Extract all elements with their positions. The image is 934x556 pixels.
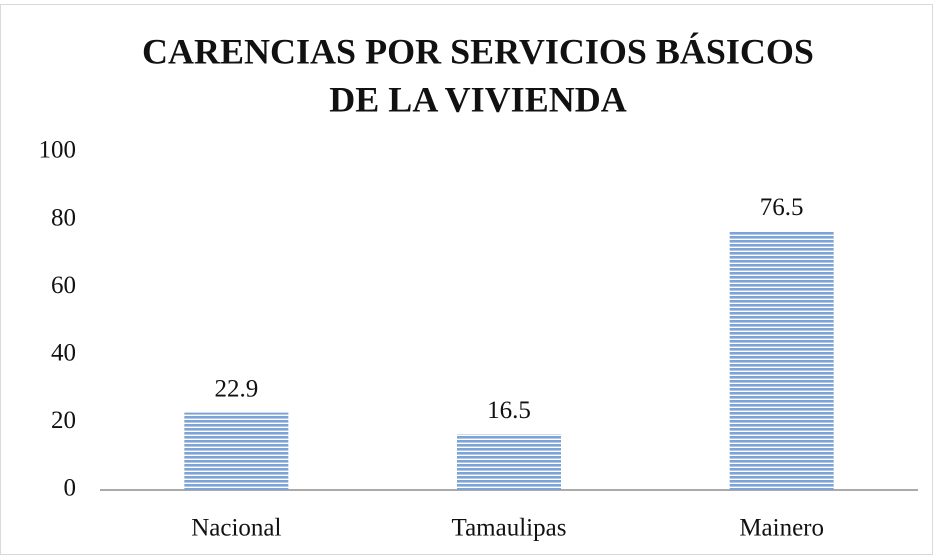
bar: [729, 231, 834, 490]
data-label: 22.9: [214, 375, 258, 402]
x-tick-label: Nacional: [191, 515, 281, 542]
chart-frame: [0, 4, 933, 555]
bar: [457, 434, 561, 490]
y-tick-label: 40: [51, 340, 76, 367]
bar: [184, 412, 289, 490]
y-tick-label: 0: [64, 475, 77, 502]
y-tick-label: 100: [39, 137, 77, 164]
chart-title: DE LA VIVIENDA: [329, 79, 626, 119]
data-label: 16.5: [487, 397, 531, 424]
y-tick-label: 80: [51, 204, 76, 231]
y-tick-label: 60: [51, 272, 76, 299]
y-tick-label: 20: [51, 407, 76, 434]
x-tick-label: Tamaulipas: [452, 515, 567, 542]
x-tick-label: Mainero: [739, 515, 824, 542]
data-label: 76.5: [760, 194, 804, 221]
chart-title: CARENCIAS POR SERVICIOS BÁSICOS: [142, 31, 814, 71]
